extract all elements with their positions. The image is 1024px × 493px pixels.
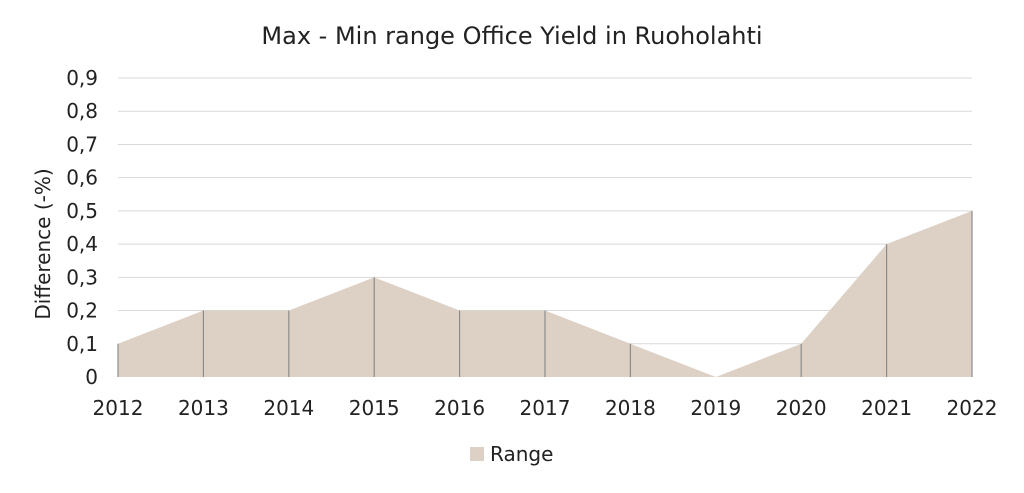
legend-swatch: [470, 447, 484, 461]
x-tick-label: 2022: [947, 396, 998, 420]
x-tick-label: 2021: [861, 396, 912, 420]
x-tick-label: 2016: [434, 396, 485, 420]
y-tick-label: 0,8: [66, 99, 98, 123]
y-tick-label: 0,1: [66, 332, 98, 356]
x-tick-label: 2019: [690, 396, 741, 420]
y-tick-label: 0,7: [66, 132, 98, 156]
y-tick-label: 0,9: [66, 66, 98, 90]
legend: Range: [470, 442, 553, 466]
y-tick-label: 0,4: [66, 232, 98, 256]
legend-label-range: Range: [490, 442, 553, 466]
y-tick-label: 0,2: [66, 299, 98, 323]
y-tick-label: 0,3: [66, 265, 98, 289]
x-tick-label: 2018: [605, 396, 656, 420]
x-tick-label: 2017: [520, 396, 571, 420]
x-tick-label: 2012: [93, 396, 144, 420]
x-tick-label: 2013: [178, 396, 229, 420]
y-tick-label: 0,6: [66, 166, 98, 190]
x-tick-label: 2014: [263, 396, 314, 420]
y-tick-label: 0: [85, 365, 98, 389]
y-tick-label: 0,5: [66, 199, 98, 223]
area-series: [118, 210, 972, 377]
y-axis-ticks: 0 0,1 0,2 0,3 0,4 0,5 0,6 0,7 0,8 0,9: [66, 66, 98, 389]
x-tick-label: 2020: [776, 396, 827, 420]
x-tick-label: 2015: [349, 396, 400, 420]
chart-title: Max - Min range Office Yield in Ruoholah…: [261, 22, 762, 50]
x-axis-ticks: 2012 2013 2014 2015 2016 2017 2018 2019 2020 2021…: [93, 396, 998, 420]
drop-lines: [117, 210, 973, 377]
area-range: [118, 210, 972, 377]
y-axis-label: Difference (-%): [31, 168, 55, 319]
